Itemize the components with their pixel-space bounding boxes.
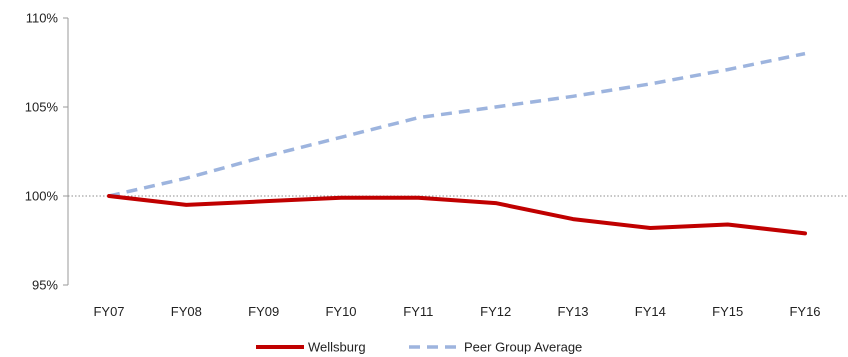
x-tick-label: FY08	[171, 304, 202, 319]
legend-label-peer-group-average: Peer Group Average	[464, 340, 582, 355]
x-tick-label: FY13	[557, 304, 588, 319]
y-tick-label: 100%	[25, 189, 59, 204]
y-tick-label: 95%	[32, 278, 58, 293]
x-tick-label: FY16	[789, 304, 820, 319]
y-tick-label: 110%	[26, 11, 59, 26]
x-tick-label: FY09	[248, 304, 279, 319]
y-tick-label: 105%	[25, 100, 59, 115]
legend-label-wellsburg: Wellsburg	[308, 340, 366, 355]
series-lines	[107, 51, 807, 236]
series-line-wellsburg	[107, 194, 807, 236]
x-axis-ticks: FY07 FY08 FY09 FY10 FY11 FY12 FY13 FY14 FY15 FY16	[93, 304, 820, 319]
x-tick-label: FY07	[93, 304, 124, 319]
x-tick-label: FY14	[635, 304, 666, 319]
series-line-peer-group-average	[108, 51, 806, 198]
x-tick-label: FY12	[480, 304, 511, 319]
x-tick-label: FY15	[712, 304, 743, 319]
legend: Wellsburg Peer Group Average	[256, 340, 582, 355]
x-tick-label: FY10	[325, 304, 356, 319]
x-tick-label: FY11	[403, 304, 433, 319]
y-axis-ticks: 95% 100% 105% 110%	[25, 11, 68, 293]
